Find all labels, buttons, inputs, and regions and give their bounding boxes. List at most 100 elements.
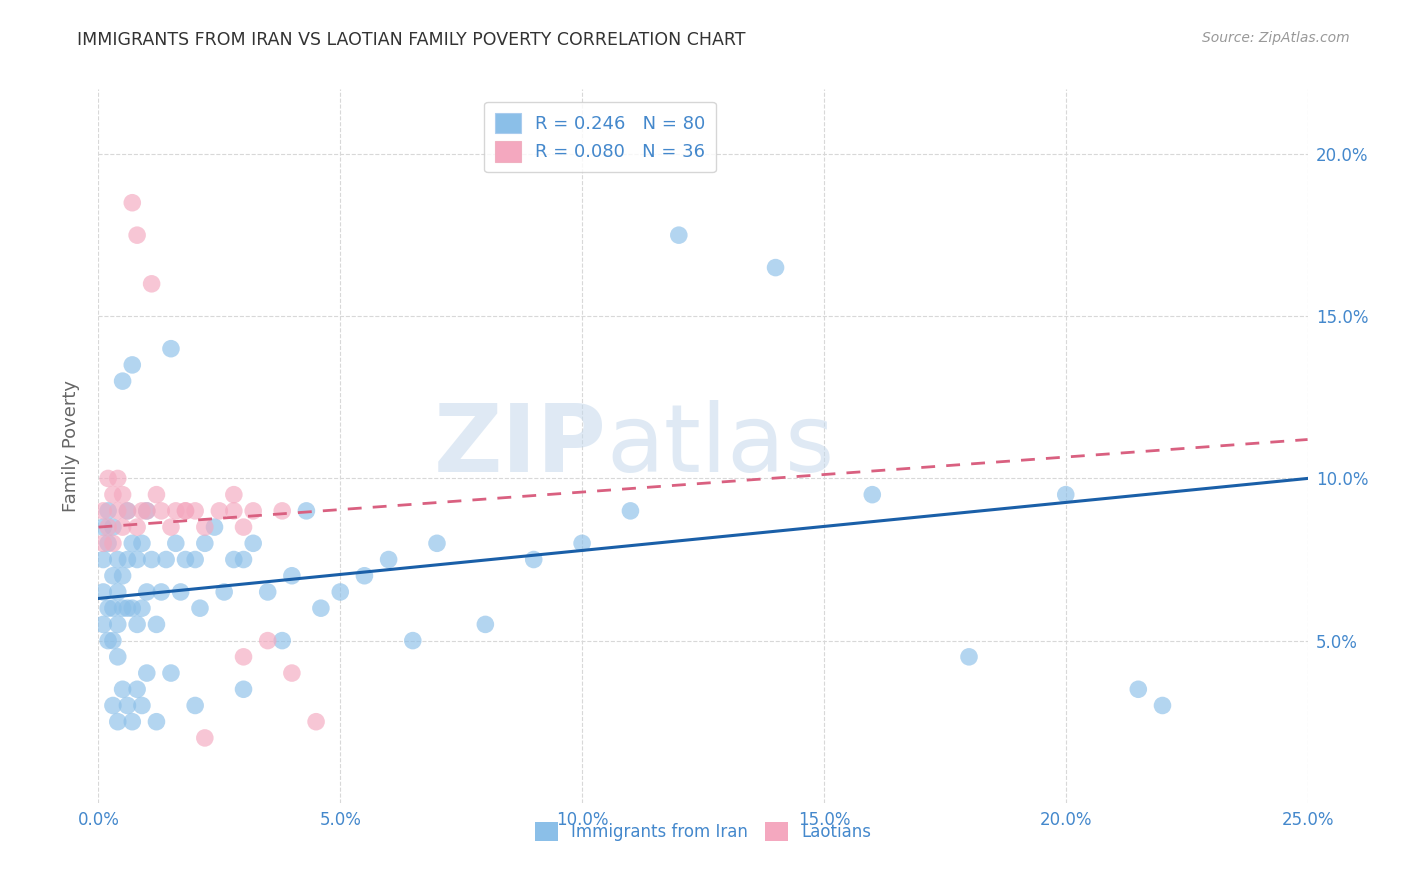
Point bbox=[121, 714, 143, 729]
Point bbox=[121, 195, 143, 210]
Point bbox=[212, 585, 235, 599]
Point bbox=[117, 504, 139, 518]
Point bbox=[97, 601, 120, 615]
Point bbox=[160, 666, 183, 681]
Point bbox=[127, 682, 149, 697]
Point bbox=[145, 488, 167, 502]
Point bbox=[860, 488, 883, 502]
Point bbox=[160, 342, 183, 356]
Point bbox=[97, 536, 120, 550]
Point bbox=[169, 585, 191, 599]
Point bbox=[111, 568, 134, 582]
Text: ZIP: ZIP bbox=[433, 400, 606, 492]
Point bbox=[242, 504, 264, 518]
Point bbox=[256, 585, 278, 599]
Point bbox=[426, 536, 449, 550]
Point bbox=[117, 698, 139, 713]
Point bbox=[101, 698, 124, 713]
Y-axis label: Family Poverty: Family Poverty bbox=[62, 380, 80, 512]
Point bbox=[141, 277, 163, 291]
Point bbox=[329, 585, 352, 599]
Point bbox=[135, 504, 157, 518]
Point bbox=[127, 552, 149, 566]
Point bbox=[160, 520, 183, 534]
Point bbox=[619, 504, 641, 518]
Point bbox=[271, 504, 294, 518]
Point bbox=[91, 552, 114, 566]
Point bbox=[97, 633, 120, 648]
Point bbox=[135, 666, 157, 681]
Point bbox=[91, 520, 114, 534]
Point bbox=[1152, 698, 1174, 713]
Point bbox=[222, 552, 245, 566]
Point bbox=[523, 552, 546, 566]
Point bbox=[107, 649, 129, 664]
Point bbox=[141, 552, 163, 566]
Point bbox=[281, 568, 304, 582]
Point bbox=[111, 601, 134, 615]
Point bbox=[111, 374, 134, 388]
Point bbox=[107, 504, 129, 518]
Point bbox=[101, 488, 124, 502]
Point bbox=[121, 536, 143, 550]
Point bbox=[127, 617, 149, 632]
Point bbox=[97, 504, 120, 518]
Point bbox=[121, 601, 143, 615]
Text: Source: ZipAtlas.com: Source: ZipAtlas.com bbox=[1202, 31, 1350, 45]
Point bbox=[127, 520, 149, 534]
Point bbox=[232, 682, 254, 697]
Point bbox=[101, 633, 124, 648]
Point bbox=[957, 649, 980, 664]
Point bbox=[232, 520, 254, 534]
Point bbox=[1128, 682, 1150, 697]
Point bbox=[135, 585, 157, 599]
Point bbox=[208, 504, 231, 518]
Point bbox=[184, 504, 207, 518]
Point bbox=[111, 682, 134, 697]
Point bbox=[135, 504, 157, 518]
Point bbox=[145, 714, 167, 729]
Point bbox=[188, 601, 211, 615]
Point bbox=[107, 617, 129, 632]
Point bbox=[101, 601, 124, 615]
Point bbox=[309, 601, 332, 615]
Point bbox=[107, 471, 129, 485]
Point bbox=[91, 536, 114, 550]
Point bbox=[242, 536, 264, 550]
Point bbox=[155, 552, 177, 566]
Point bbox=[145, 617, 167, 632]
Point bbox=[121, 358, 143, 372]
Point bbox=[194, 731, 217, 745]
Point bbox=[377, 552, 399, 566]
Point bbox=[111, 488, 134, 502]
Point bbox=[571, 536, 593, 550]
Point bbox=[668, 228, 690, 243]
Point bbox=[256, 633, 278, 648]
Point bbox=[101, 568, 124, 582]
Point bbox=[127, 228, 149, 243]
Point bbox=[97, 520, 120, 534]
Point bbox=[184, 552, 207, 566]
Point bbox=[117, 552, 139, 566]
Point bbox=[194, 536, 217, 550]
Point bbox=[91, 504, 114, 518]
Point bbox=[281, 666, 304, 681]
Point bbox=[184, 698, 207, 713]
Point bbox=[91, 617, 114, 632]
Point bbox=[271, 633, 294, 648]
Point bbox=[131, 504, 153, 518]
Point bbox=[131, 536, 153, 550]
Point bbox=[174, 504, 197, 518]
Point bbox=[150, 585, 173, 599]
Point bbox=[765, 260, 787, 275]
Point bbox=[101, 536, 124, 550]
Point bbox=[131, 601, 153, 615]
Point bbox=[353, 568, 375, 582]
Point bbox=[107, 552, 129, 566]
Point bbox=[204, 520, 226, 534]
Point bbox=[107, 714, 129, 729]
Point bbox=[101, 520, 124, 534]
Point bbox=[107, 585, 129, 599]
Point bbox=[165, 504, 187, 518]
Point bbox=[165, 536, 187, 550]
